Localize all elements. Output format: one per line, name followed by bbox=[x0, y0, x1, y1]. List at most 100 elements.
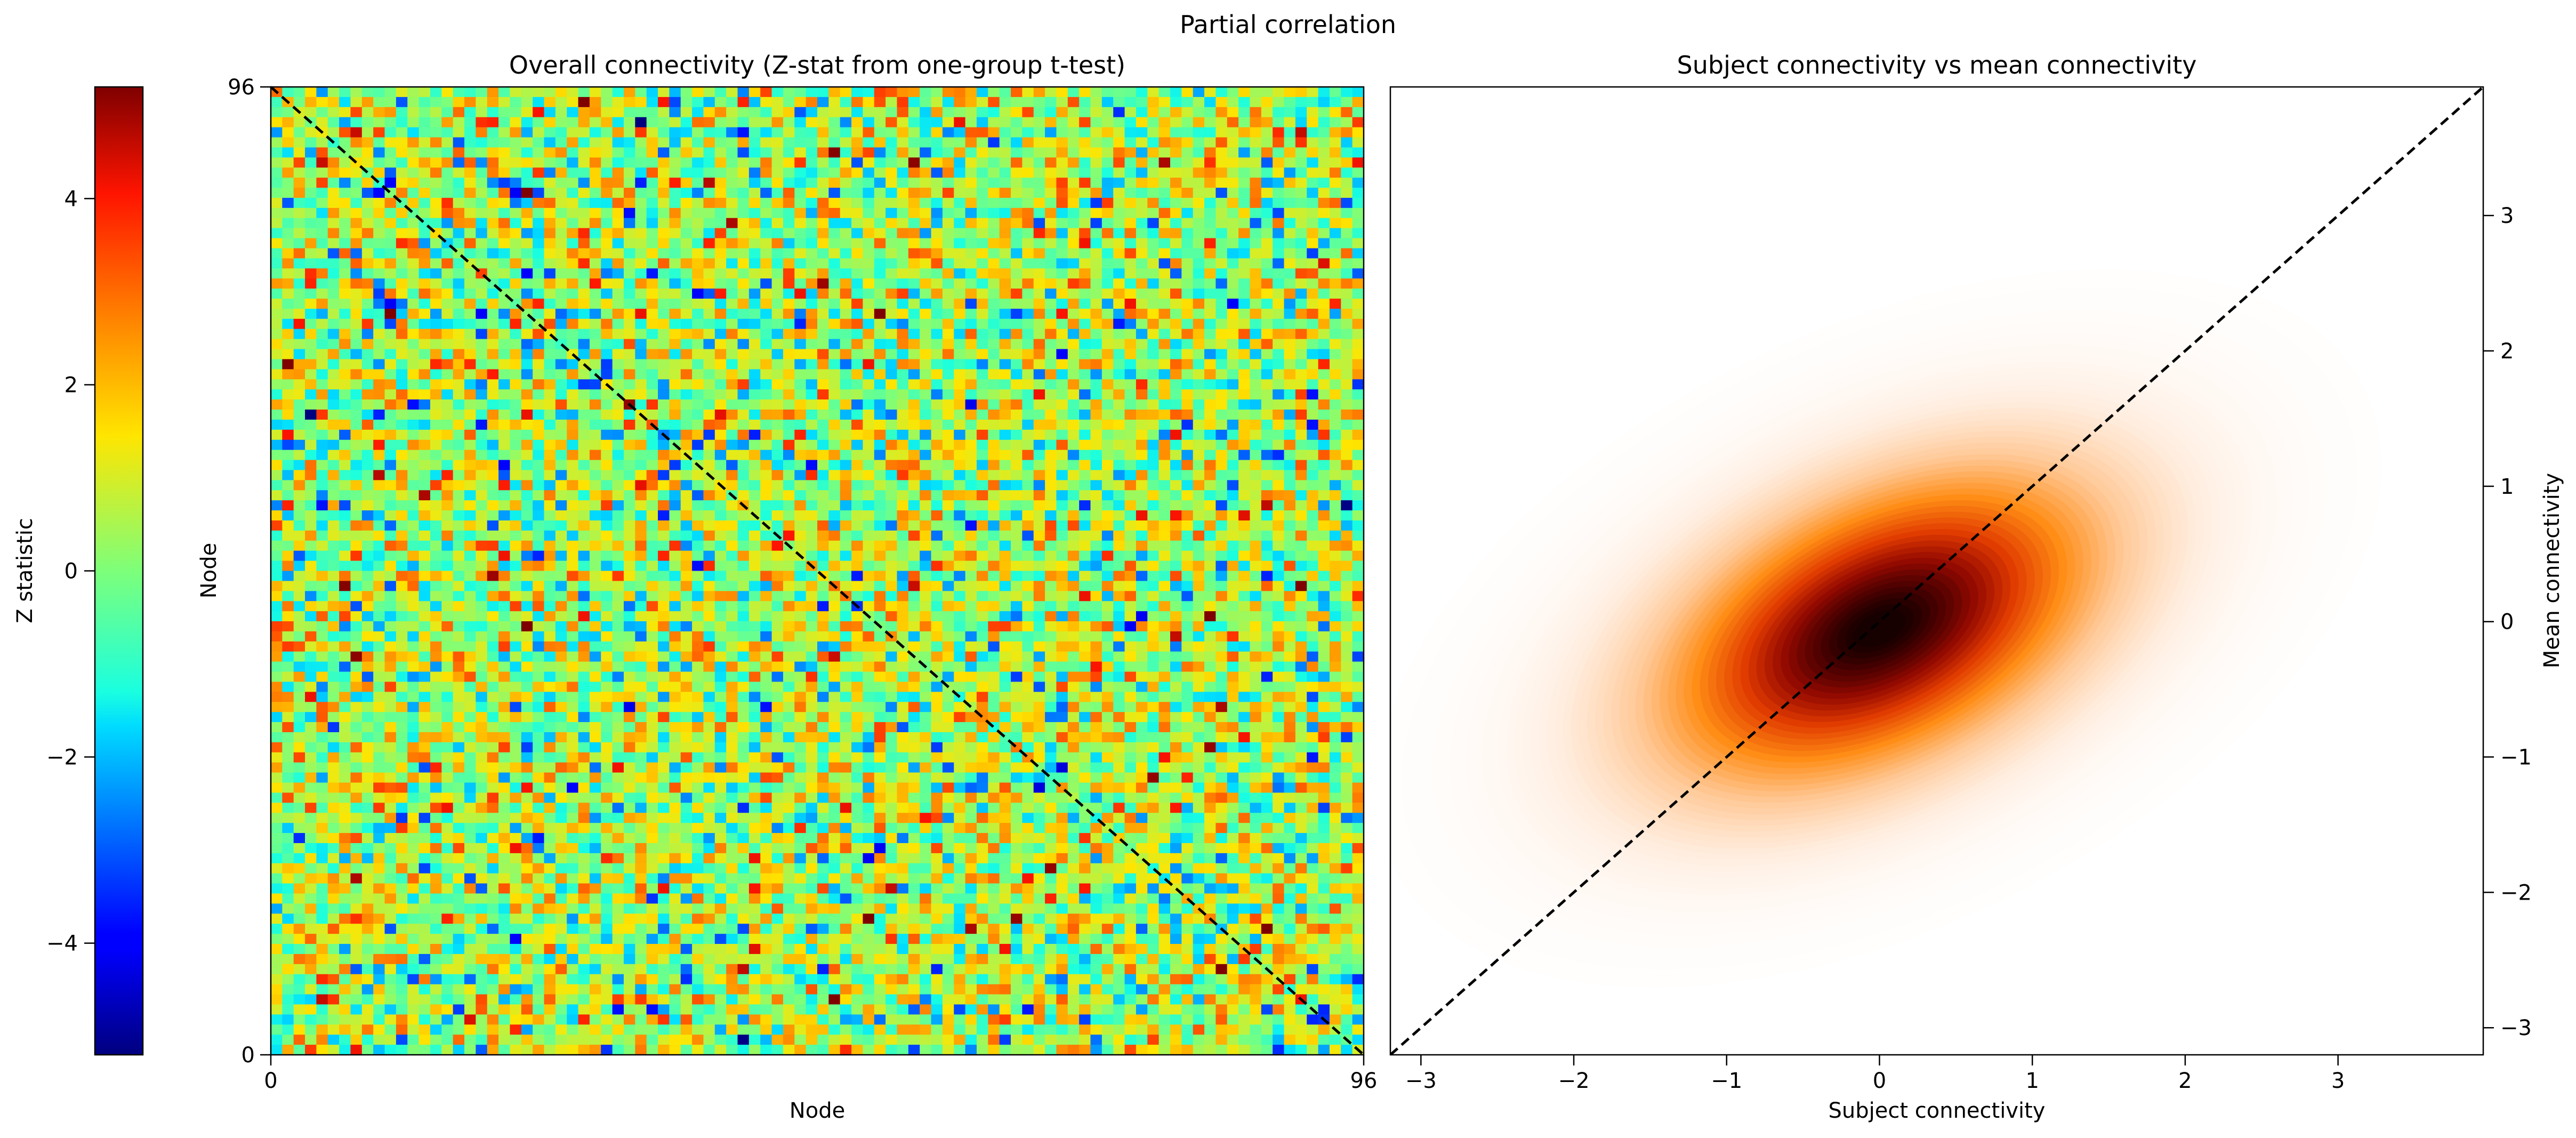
heatmap-cell bbox=[498, 410, 511, 420]
heatmap-cell bbox=[544, 410, 556, 420]
heatmap-cell bbox=[1101, 238, 1114, 249]
heatmap-cell bbox=[748, 379, 761, 390]
heatmap-cell bbox=[954, 308, 966, 319]
heatmap-cell bbox=[1067, 500, 1080, 511]
heatmap-cell bbox=[897, 571, 909, 582]
heatmap-cell bbox=[680, 581, 693, 591]
heatmap-cell bbox=[828, 268, 841, 279]
heatmap-cell bbox=[1238, 188, 1251, 198]
heatmap-cell bbox=[578, 379, 590, 390]
heatmap-cell bbox=[1090, 328, 1102, 340]
heatmap-cell bbox=[1273, 399, 1285, 410]
heatmap-cell bbox=[578, 328, 590, 340]
heatmap-cell bbox=[1227, 460, 1239, 471]
heatmap-cell bbox=[1307, 470, 1319, 480]
heatmap-cell bbox=[692, 359, 704, 370]
heatmap-cell bbox=[589, 379, 601, 390]
heatmap-cell bbox=[920, 117, 932, 128]
heatmap-cell bbox=[783, 399, 795, 410]
heatmap-cell bbox=[1022, 117, 1034, 128]
heatmap-cell bbox=[1341, 410, 1353, 420]
heatmap-cell bbox=[1124, 470, 1137, 480]
heatmap-cell bbox=[965, 540, 977, 551]
heatmap-cell bbox=[555, 490, 567, 501]
heatmap-cell bbox=[350, 540, 363, 551]
heatmap-cell bbox=[1090, 510, 1102, 521]
heatmap-cell bbox=[942, 571, 954, 582]
heatmap-cell bbox=[1295, 278, 1307, 289]
heatmap-cell bbox=[1079, 550, 1091, 562]
heatmap-cell bbox=[692, 369, 704, 380]
heatmap-cell bbox=[373, 238, 385, 249]
heatmap-cell bbox=[1101, 258, 1114, 269]
heatmap-cell bbox=[1011, 540, 1023, 551]
heatmap-cell bbox=[1284, 591, 1296, 602]
heatmap-cell bbox=[601, 419, 613, 430]
heatmap-cell bbox=[771, 308, 784, 319]
heatmap-cell bbox=[1193, 197, 1205, 209]
heatmap-cell bbox=[339, 389, 351, 400]
heatmap-cell bbox=[680, 389, 693, 400]
heatmap-cell bbox=[748, 97, 761, 108]
heatmap-cell bbox=[1067, 520, 1080, 531]
heatmap-cell bbox=[635, 288, 647, 299]
heatmap-cell bbox=[418, 359, 431, 370]
heatmap-cell bbox=[339, 560, 351, 572]
heatmap-cell bbox=[817, 258, 829, 269]
heatmap-cell bbox=[783, 107, 795, 118]
heatmap-cell bbox=[384, 207, 397, 219]
heatmap-cell bbox=[1238, 87, 1251, 98]
heatmap-cell bbox=[1307, 268, 1319, 279]
heatmap-cell bbox=[999, 460, 1011, 471]
heatmap-cell bbox=[760, 228, 772, 239]
heatmap-cell bbox=[965, 410, 977, 420]
heatmap-cell bbox=[396, 339, 408, 350]
heatmap-cell bbox=[1215, 480, 1228, 491]
heatmap-cell bbox=[1022, 530, 1034, 541]
heatmap-cell bbox=[510, 97, 522, 108]
heatmap-cell bbox=[418, 318, 431, 330]
heatmap-cell bbox=[441, 258, 454, 269]
heatmap-cell bbox=[783, 581, 795, 591]
heatmap-cell bbox=[1079, 258, 1091, 269]
heatmap-cell bbox=[976, 107, 988, 118]
heatmap-cell bbox=[1295, 581, 1307, 591]
heatmap-cell bbox=[361, 460, 374, 471]
heatmap-cell bbox=[373, 339, 385, 350]
heatmap-cell bbox=[1352, 581, 1364, 591]
heatmap-cell bbox=[783, 339, 795, 350]
heatmap-cell bbox=[726, 520, 738, 531]
heatmap-cell bbox=[1113, 288, 1125, 299]
heatmap-cell bbox=[806, 218, 818, 229]
heatmap-cell bbox=[1329, 238, 1341, 249]
heatmap-cell bbox=[430, 157, 442, 168]
heatmap-cell bbox=[1250, 470, 1262, 480]
heatmap-cell bbox=[1170, 308, 1182, 319]
heatmap-cell bbox=[794, 510, 807, 521]
heatmap-cell bbox=[282, 167, 294, 178]
heatmap-cell bbox=[1318, 97, 1330, 108]
heatmap-cell bbox=[327, 591, 340, 602]
heatmap-cell bbox=[1079, 188, 1091, 198]
heatmap-cell bbox=[271, 530, 283, 541]
heatmap-cell bbox=[920, 339, 932, 350]
heatmap-cell bbox=[931, 197, 943, 209]
heatmap-cell bbox=[453, 560, 465, 572]
heatmap-cell bbox=[714, 228, 727, 239]
heatmap-cell bbox=[714, 581, 727, 591]
heatmap-cell bbox=[1181, 238, 1194, 249]
heatmap-cell bbox=[464, 591, 476, 602]
heatmap-cell bbox=[1136, 480, 1148, 491]
heatmap-cell bbox=[692, 258, 704, 269]
heatmap-cell bbox=[293, 248, 305, 259]
heatmap-cell bbox=[863, 258, 875, 269]
heatmap-cell bbox=[885, 97, 898, 108]
heatmap-cell bbox=[1261, 560, 1273, 572]
heatmap-cell bbox=[327, 379, 340, 390]
heatmap-cell bbox=[305, 339, 317, 350]
heatmap-cell bbox=[1193, 147, 1205, 158]
heatmap-cell bbox=[578, 560, 590, 572]
heatmap-cell bbox=[1124, 399, 1137, 410]
heatmap-cell bbox=[407, 571, 420, 582]
heatmap-cell bbox=[1341, 490, 1353, 501]
